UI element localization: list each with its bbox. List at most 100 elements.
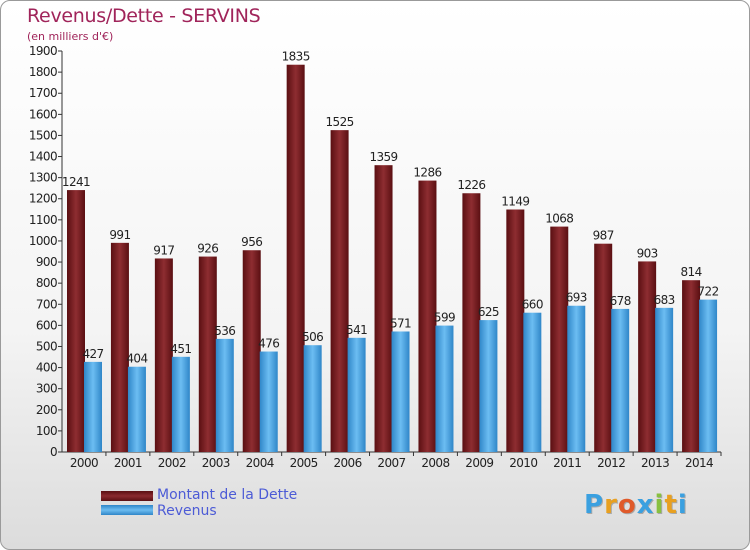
y-tick-label: 800 bbox=[36, 276, 57, 290]
revenus-value-label: 541 bbox=[346, 323, 367, 337]
y-tick-label: 1400 bbox=[29, 150, 57, 164]
x-tick-label: 2013 bbox=[641, 456, 669, 470]
revenus-value-label: 451 bbox=[170, 342, 191, 356]
revenus-value-label: 571 bbox=[390, 316, 411, 330]
revenus-bar bbox=[567, 305, 586, 452]
dette-bar bbox=[110, 242, 129, 452]
revenus-value-label: 599 bbox=[434, 311, 455, 325]
revenus-value-label: 660 bbox=[522, 298, 543, 312]
y-tick-label: 0 bbox=[50, 445, 57, 459]
revenus-bar bbox=[127, 366, 146, 452]
y-tick-label: 1300 bbox=[29, 171, 57, 185]
y-tick-label: 1000 bbox=[29, 234, 57, 248]
proxiti-logo: Proxiti bbox=[584, 490, 688, 520]
x-tick-label: 2003 bbox=[202, 456, 230, 470]
dette-value-label: 956 bbox=[241, 235, 262, 249]
dette-bar bbox=[242, 250, 261, 452]
logo-letter: t bbox=[664, 490, 678, 520]
revenus-value-label: 678 bbox=[610, 294, 631, 308]
dette-value-label: 1525 bbox=[326, 115, 354, 129]
x-tick-label: 2007 bbox=[377, 456, 405, 470]
y-tick-label: 300 bbox=[36, 382, 57, 396]
x-tick-label: 2006 bbox=[333, 456, 361, 470]
x-tick-label: 2014 bbox=[685, 456, 713, 470]
revenus-value-label: 427 bbox=[82, 347, 103, 361]
x-tick-label: 2012 bbox=[597, 456, 625, 470]
dette-value-label: 814 bbox=[681, 265, 702, 279]
revenus-bar bbox=[84, 361, 102, 452]
revenus-value-label: 476 bbox=[258, 337, 279, 351]
dette-value-label: 1068 bbox=[545, 212, 573, 226]
legend-label-dette: Montant de la Dette bbox=[157, 487, 298, 503]
dette-value-label: 987 bbox=[593, 229, 614, 243]
x-tick-label: 2000 bbox=[70, 456, 98, 470]
x-tick-label: 2002 bbox=[158, 456, 186, 470]
dette-bar bbox=[550, 226, 569, 452]
y-tick-label: 700 bbox=[36, 297, 57, 311]
logo-letter: r bbox=[604, 490, 618, 520]
revenus-bar bbox=[699, 299, 718, 452]
revenus-bar bbox=[215, 338, 234, 452]
y-tick-label: 200 bbox=[36, 403, 57, 417]
revenus-bar bbox=[523, 312, 542, 452]
dette-bar bbox=[374, 165, 393, 452]
legend-swatch-revenus bbox=[101, 505, 153, 515]
y-tick-label: 1500 bbox=[29, 128, 57, 142]
dette-value-label: 903 bbox=[637, 246, 658, 260]
dette-value-label: 1226 bbox=[457, 178, 485, 192]
x-tick-label: 2010 bbox=[509, 456, 537, 470]
revenus-value-label: 722 bbox=[698, 285, 719, 299]
dette-bar bbox=[198, 256, 217, 452]
x-tick-label: 2011 bbox=[553, 456, 581, 470]
dette-bar bbox=[506, 209, 525, 452]
revenus-bar bbox=[303, 345, 322, 452]
dette-value-label: 1835 bbox=[282, 50, 310, 64]
revenus-bar bbox=[435, 325, 454, 452]
dette-bar bbox=[462, 193, 481, 452]
y-tick-label: 1900 bbox=[29, 44, 57, 58]
dette-bar bbox=[682, 280, 701, 452]
revenus-bar bbox=[171, 356, 190, 452]
dette-value-label: 991 bbox=[109, 228, 130, 242]
legend-swatch-dette bbox=[101, 491, 153, 501]
dette-bar bbox=[638, 261, 657, 452]
y-tick-label: 400 bbox=[36, 361, 57, 375]
revenus-bar bbox=[347, 337, 366, 452]
x-tick-label: 2004 bbox=[246, 456, 274, 470]
revenus-bar bbox=[479, 320, 498, 452]
revenus-value-label: 683 bbox=[654, 293, 675, 307]
revenus-value-label: 625 bbox=[478, 305, 499, 319]
dette-value-label: 1149 bbox=[501, 195, 529, 209]
logo-letter: i bbox=[677, 490, 688, 520]
logo-letter: x bbox=[636, 490, 655, 520]
revenus-bar bbox=[259, 351, 278, 452]
revenus-value-label: 506 bbox=[302, 330, 323, 344]
revenus-value-label: 404 bbox=[126, 352, 147, 366]
y-tick-label: 100 bbox=[36, 424, 57, 438]
x-tick-label: 2008 bbox=[421, 456, 449, 470]
chart-subtitle: (en milliers d'€) bbox=[27, 30, 114, 43]
revenus-value-label: 693 bbox=[566, 291, 587, 305]
y-tick-label: 600 bbox=[36, 318, 57, 332]
logo-letter: o bbox=[617, 490, 637, 520]
revenus-value-label: 536 bbox=[214, 324, 235, 338]
y-tick-label: 1200 bbox=[29, 192, 57, 206]
revenus-bar bbox=[611, 308, 630, 452]
logo-letter: P bbox=[584, 490, 605, 520]
x-tick-label: 2005 bbox=[290, 456, 318, 470]
revenus-bar bbox=[391, 331, 410, 452]
dette-bar bbox=[154, 258, 173, 452]
dette-bar bbox=[67, 190, 85, 452]
revenus-bar bbox=[655, 307, 674, 452]
dette-value-label: 1241 bbox=[62, 175, 90, 189]
legend-label-revenus: Revenus bbox=[157, 503, 217, 519]
y-tick-label: 1800 bbox=[29, 65, 57, 79]
dette-value-label: 926 bbox=[197, 242, 218, 256]
x-tick-label: 2001 bbox=[114, 456, 142, 470]
dette-value-label: 917 bbox=[153, 243, 174, 257]
dette-bar bbox=[286, 64, 305, 453]
y-tick-label: 1100 bbox=[29, 213, 57, 227]
y-tick-label: 500 bbox=[36, 339, 57, 353]
